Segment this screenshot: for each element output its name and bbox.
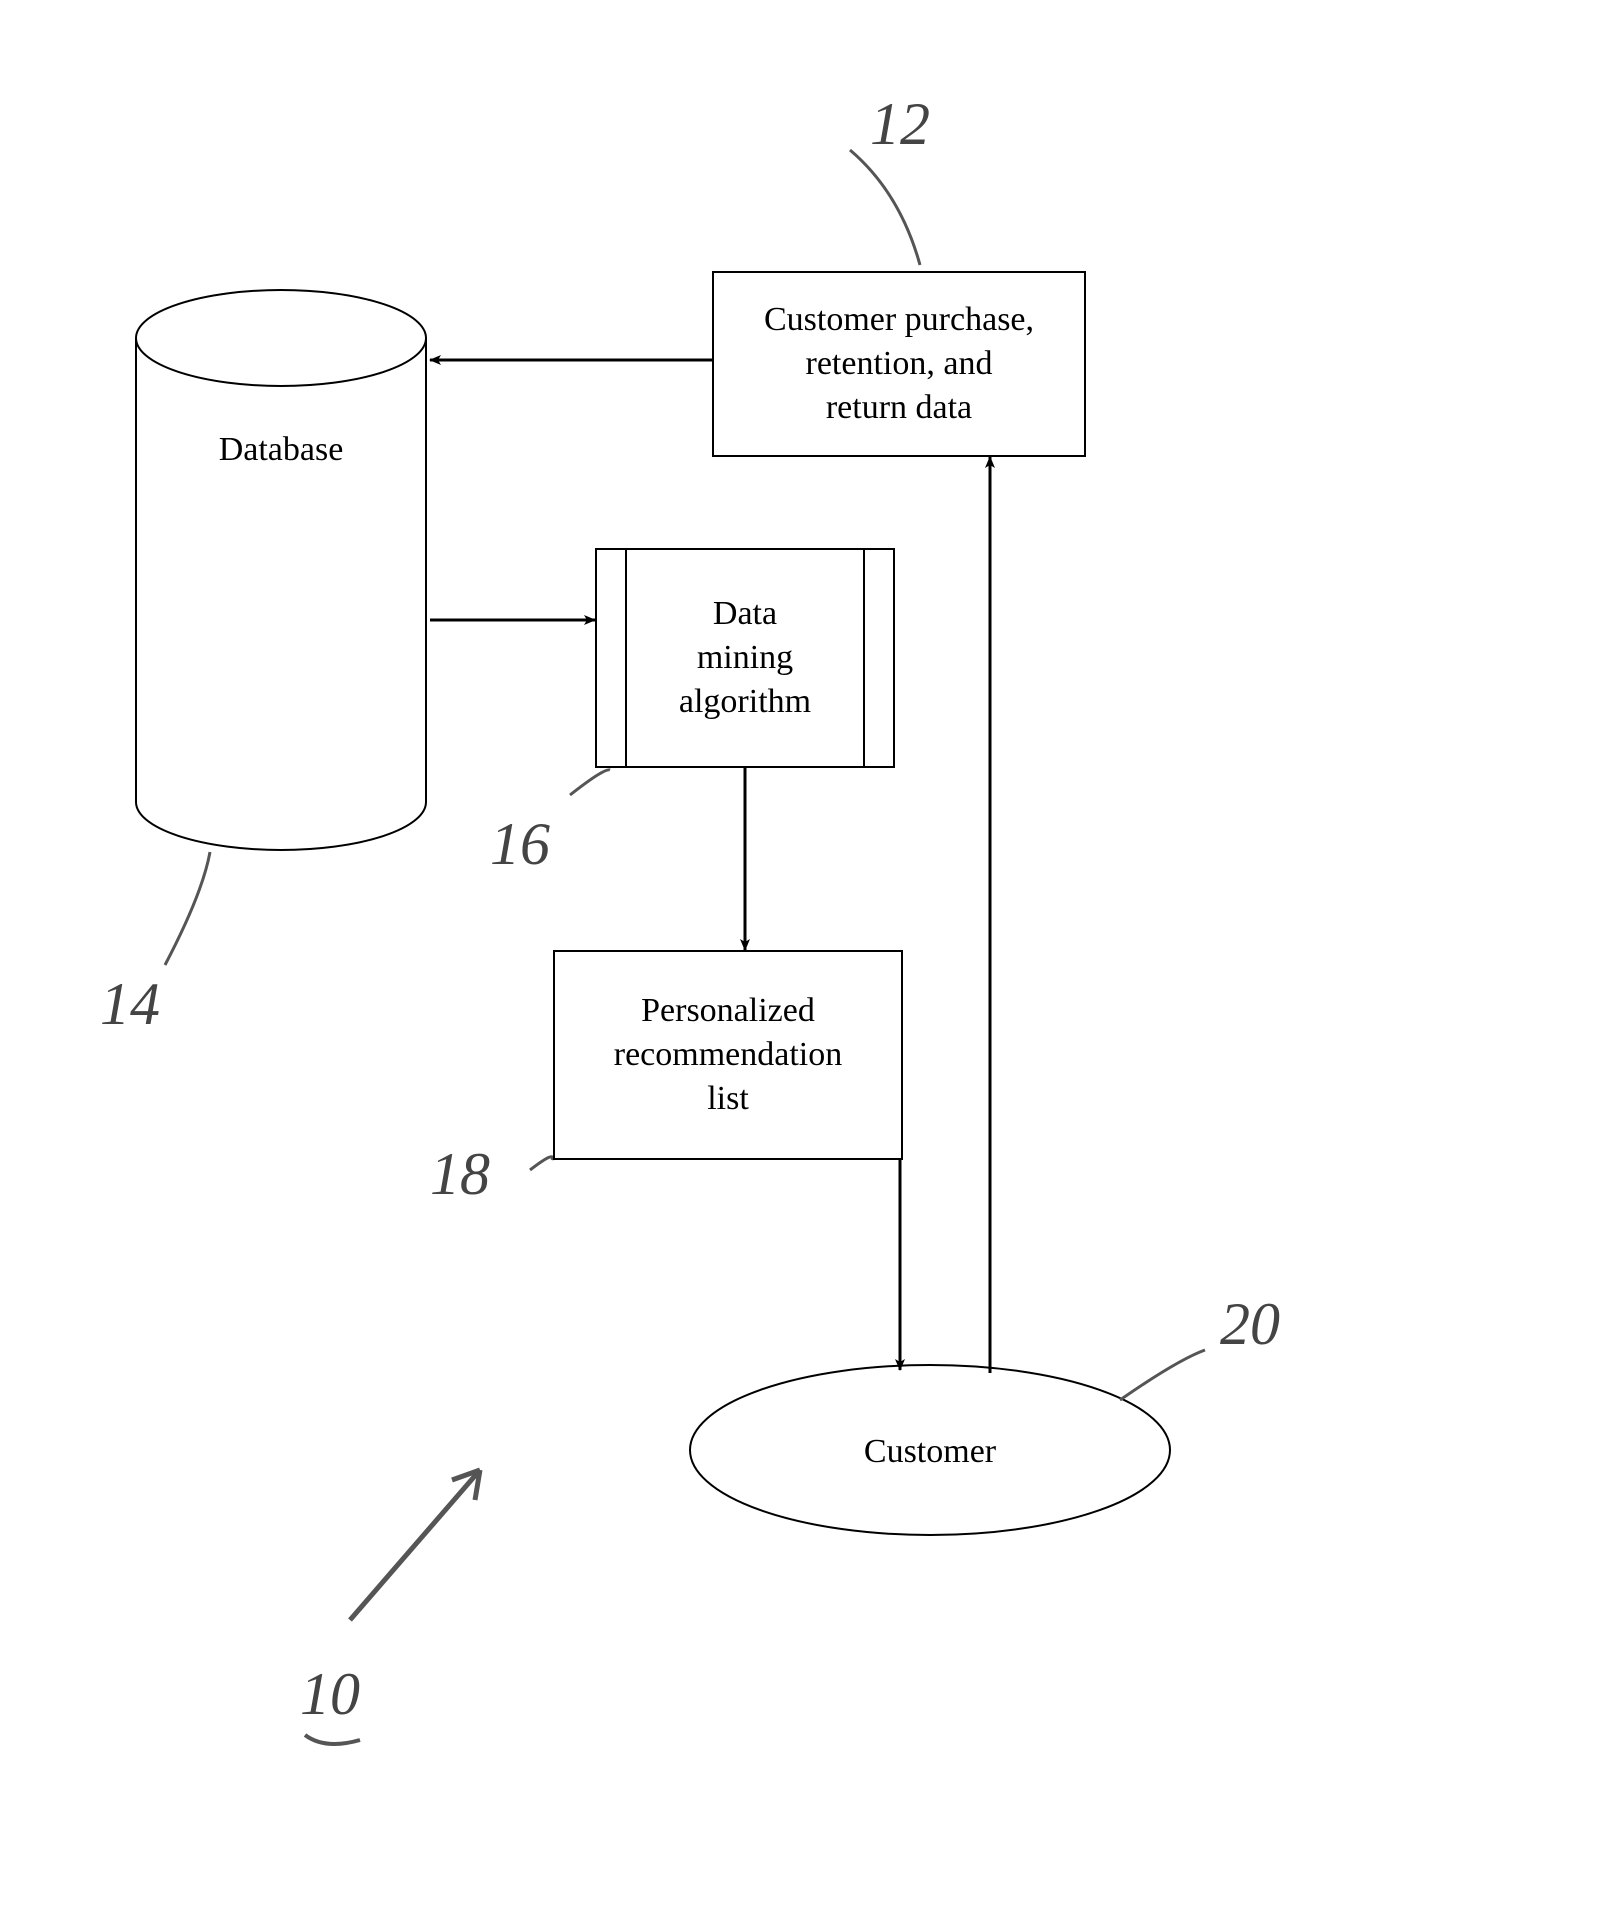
recommendation-box: Personalizedrecommendationlist <box>553 950 903 1160</box>
customer_data-box: Customer purchase,retention, andreturn d… <box>712 271 1086 457</box>
ref-overall: 10 <box>300 1660 360 1729</box>
database-label: Database <box>219 431 344 468</box>
diagram-canvas: Database Customer Customer purchase,reten… <box>0 0 1605 1923</box>
ref-customer_data: 12 <box>870 90 930 159</box>
ref-algorithm: 16 <box>490 810 550 879</box>
customer_data-label: Customer purchase,retention, andreturn d… <box>760 294 1038 435</box>
ref-recommendation: 18 <box>430 1140 490 1209</box>
process-bar-right <box>863 550 865 766</box>
process-bar-left <box>625 550 627 766</box>
algorithm-label: Dataminingalgorithm <box>675 588 815 729</box>
recommendation-label: Personalizedrecommendationlist <box>610 985 846 1126</box>
ref-database: 14 <box>100 970 160 1039</box>
ref-customer: 20 <box>1220 1290 1280 1359</box>
algorithm-box: Dataminingalgorithm <box>595 548 895 768</box>
customer-label: Customer <box>864 1433 997 1470</box>
